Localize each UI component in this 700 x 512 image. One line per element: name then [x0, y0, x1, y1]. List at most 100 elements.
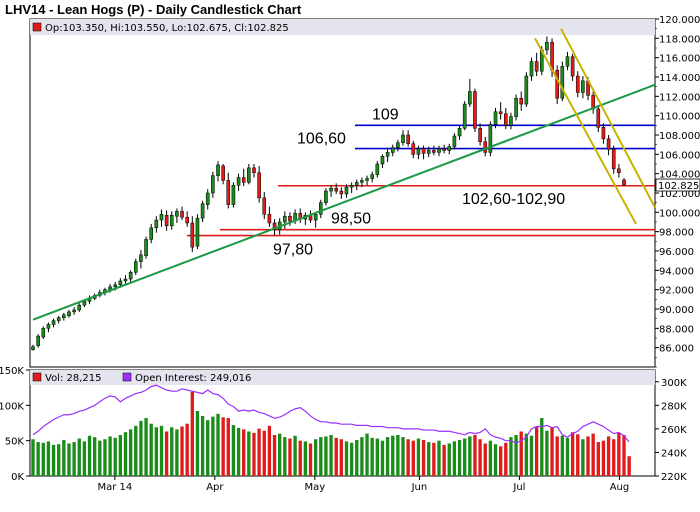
candle-body	[195, 217, 200, 247]
volume-bar	[385, 437, 390, 476]
candle-body	[365, 178, 369, 181]
candle-body	[252, 167, 256, 173]
volume-bar	[411, 440, 415, 476]
x-tick-label: May	[305, 482, 326, 493]
volume-bar	[360, 437, 364, 476]
volume-bar	[149, 423, 153, 476]
candle-body	[180, 211, 184, 218]
candle-body	[575, 75, 580, 93]
candle-body	[313, 214, 318, 221]
volume-series	[31, 391, 631, 476]
candle-body	[498, 111, 503, 114]
candle-body	[82, 301, 87, 306]
volume-bar	[339, 439, 344, 476]
volume-bar	[493, 444, 498, 476]
candle-body	[72, 309, 76, 313]
candle-body	[493, 111, 498, 125]
candle-body	[581, 80, 585, 93]
volume-bar	[365, 433, 369, 476]
volume-bar	[401, 437, 405, 476]
volume-bar	[581, 439, 585, 476]
candle-body	[211, 175, 215, 194]
candle-body	[437, 148, 441, 153]
candle-body	[411, 143, 416, 155]
candle-body	[334, 187, 339, 192]
price-tick-label: 116.000	[659, 54, 700, 65]
volume-bar	[298, 440, 302, 476]
candle-body	[385, 152, 390, 157]
volume-bar	[447, 443, 451, 476]
candle-body	[164, 214, 169, 227]
volume-bar	[87, 435, 92, 476]
volume-bar	[159, 425, 164, 476]
volume-bar	[103, 439, 107, 476]
uptrend-line	[32, 83, 656, 321]
price-tick-label: 96.000	[659, 247, 694, 258]
candle-body	[606, 138, 611, 150]
last-price-label: 102.825	[658, 181, 699, 192]
volume-bar	[46, 441, 51, 476]
candle-body	[349, 185, 354, 188]
volume-bar	[67, 443, 71, 476]
candle-body	[190, 222, 195, 248]
volume-bar	[62, 439, 66, 476]
volume-tick-label: 100K	[0, 401, 24, 412]
candle-body	[247, 167, 251, 183]
volume-bar	[41, 442, 45, 476]
price-tick-label: 88.000	[659, 324, 694, 335]
candle-body	[529, 61, 534, 77]
volume-bar	[206, 420, 210, 476]
volume-bar	[36, 442, 40, 476]
volume-bar	[324, 436, 328, 476]
candle-body	[324, 190, 328, 203]
volume-bar	[236, 427, 241, 476]
volume-bar	[139, 420, 143, 476]
candle-body	[514, 98, 518, 117]
candle-body	[288, 215, 292, 222]
candle-body	[478, 127, 482, 143]
candle-body	[67, 311, 71, 317]
candle-body	[267, 214, 272, 224]
candle-body	[452, 135, 457, 147]
trend-lines	[32, 28, 656, 321]
candle-body	[344, 186, 349, 195]
volume-bar	[391, 435, 395, 476]
candle-body	[139, 254, 143, 262]
price-tick-label: 118.000	[659, 34, 700, 45]
volume-bar	[421, 439, 426, 476]
volume-bar	[452, 441, 457, 476]
candle-body	[62, 314, 66, 318]
volume-tick-label: 0K	[11, 472, 24, 483]
volume-bar	[570, 432, 575, 476]
price-tick-label: 86.000	[659, 344, 694, 355]
candle-body	[360, 180, 364, 183]
volume-bar	[596, 442, 600, 476]
volume-bar	[257, 428, 261, 476]
volume-bar	[514, 435, 518, 476]
candle-body	[216, 164, 220, 176]
volume-bar	[313, 439, 318, 476]
price-tick-label: 94.000	[659, 266, 694, 277]
volume-bar	[231, 425, 236, 476]
volume-bar	[226, 418, 230, 476]
candle-body	[272, 222, 277, 230]
volume-bar	[591, 433, 595, 476]
volume-bar	[154, 427, 159, 476]
price-tick-label: 102.000	[659, 189, 700, 200]
volume-bar	[375, 438, 379, 476]
volume-bar	[144, 418, 148, 476]
candle-body	[421, 148, 426, 154]
candle-body	[77, 304, 82, 311]
candle-body	[133, 261, 138, 273]
volume-bar	[534, 426, 539, 476]
volume-bar	[164, 431, 169, 476]
volume-bar	[519, 431, 523, 476]
candle-body	[56, 317, 61, 321]
volume-bar	[524, 433, 529, 476]
candle-series	[31, 36, 626, 351]
candle-body	[504, 113, 508, 126]
candle-body	[169, 214, 174, 227]
volume-bar	[92, 437, 97, 476]
volume-legend: Vol: 28,215	[45, 373, 102, 384]
channel-lower-line	[534, 37, 637, 225]
